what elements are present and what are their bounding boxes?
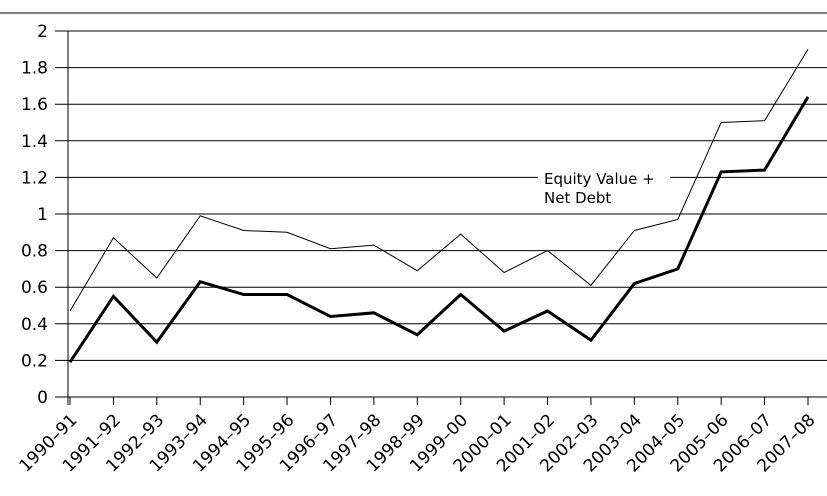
y-tick-label: 0.4 bbox=[21, 315, 48, 335]
series-line bbox=[69, 49, 809, 312]
y-tick-label: 0.2 bbox=[21, 351, 48, 371]
y-tick-label: 0 bbox=[37, 388, 48, 408]
y-tick-label: 1 bbox=[37, 205, 48, 225]
series-line bbox=[68, 96, 810, 364]
y-tick-label: 0.8 bbox=[21, 242, 48, 262]
y-tick-label: 1.2 bbox=[21, 168, 48, 188]
series-annotation: Equity Value + Net Debt bbox=[538, 168, 670, 210]
y-tick-label: 1.6 bbox=[21, 95, 48, 115]
y-tick-label: 1.4 bbox=[21, 132, 48, 152]
y-tick-label: 1.8 bbox=[21, 59, 48, 79]
y-tick-label: 2 bbox=[37, 22, 48, 42]
y-tick-label: 0.6 bbox=[21, 278, 48, 298]
